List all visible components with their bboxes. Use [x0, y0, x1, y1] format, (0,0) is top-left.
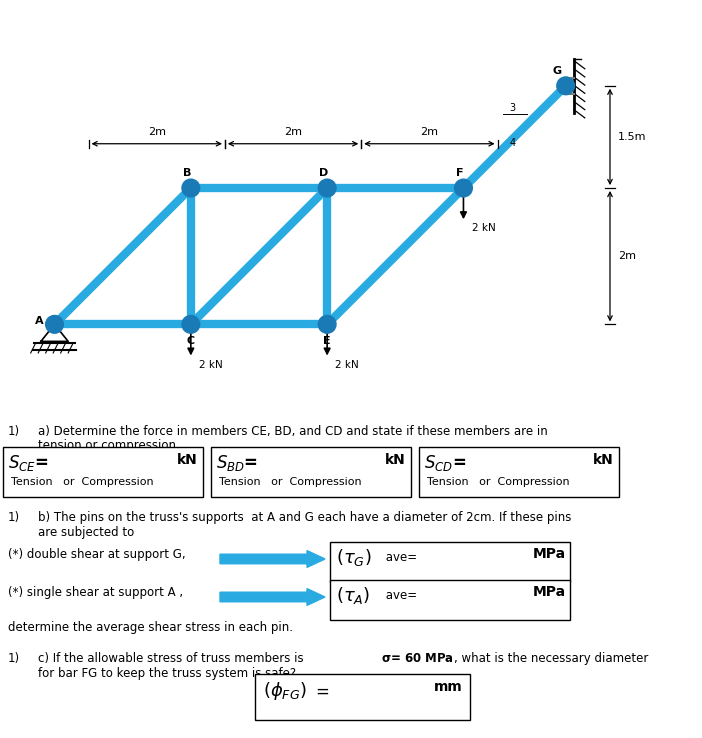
Text: (*) double shear at support G,: (*) double shear at support G,	[8, 548, 185, 562]
Text: MPa: MPa	[533, 585, 566, 599]
Text: for bar FG to keep the truss system is safe?: for bar FG to keep the truss system is s…	[38, 667, 296, 680]
Text: 4: 4	[510, 137, 516, 148]
Text: 2 kN: 2 kN	[336, 360, 359, 370]
Text: $S_{CD}$=: $S_{CD}$=	[424, 453, 466, 473]
Text: 1): 1)	[8, 652, 20, 665]
Text: 3: 3	[510, 103, 516, 113]
Text: =: =	[315, 683, 329, 701]
Circle shape	[46, 315, 63, 334]
FancyBboxPatch shape	[419, 447, 619, 497]
Text: mm: mm	[435, 680, 463, 694]
Text: A: A	[35, 316, 44, 326]
Text: 2m: 2m	[420, 127, 438, 137]
Text: $\mathbf{\sigma}$= 60 MPa: $\mathbf{\sigma}$= 60 MPa	[381, 652, 454, 665]
Text: $(\tau_A)$: $(\tau_A)$	[336, 585, 371, 606]
Text: ave=: ave=	[382, 551, 417, 564]
Text: 2 kN: 2 kN	[472, 224, 496, 233]
Text: kN: kN	[385, 453, 406, 467]
FancyBboxPatch shape	[330, 542, 570, 582]
Text: , what is the necessary diameter: , what is the necessary diameter	[454, 652, 649, 665]
Text: MPa: MPa	[533, 547, 566, 561]
Circle shape	[455, 179, 472, 197]
Text: kN: kN	[177, 453, 198, 467]
Text: 2m: 2m	[147, 127, 166, 137]
Text: 2m: 2m	[618, 251, 636, 261]
Text: C: C	[187, 337, 195, 346]
Polygon shape	[220, 589, 325, 605]
Text: 1): 1)	[8, 511, 20, 524]
Circle shape	[318, 315, 336, 334]
Text: B: B	[183, 168, 192, 178]
FancyBboxPatch shape	[330, 580, 570, 620]
Text: (*) single shear at support A ,: (*) single shear at support A ,	[8, 587, 183, 599]
Text: b) The pins on the truss's supports  at A and G each have a diameter of 2cm. If : b) The pins on the truss's supports at A…	[38, 511, 571, 524]
Text: ave=: ave=	[382, 589, 417, 602]
Text: Tension   or  Compression: Tension or Compression	[219, 477, 362, 487]
Text: Tension   or  Compression: Tension or Compression	[11, 477, 154, 487]
Text: D: D	[319, 168, 329, 178]
FancyBboxPatch shape	[255, 674, 470, 720]
Text: Tension   or  Compression: Tension or Compression	[427, 477, 569, 487]
Circle shape	[182, 315, 199, 334]
Circle shape	[182, 179, 199, 197]
Text: 1): 1)	[8, 425, 20, 438]
Circle shape	[557, 77, 574, 94]
FancyBboxPatch shape	[211, 447, 411, 497]
Text: $S_{CE}$=: $S_{CE}$=	[8, 453, 48, 473]
Text: c) If the allowable stress of truss members is: c) If the allowable stress of truss memb…	[38, 652, 307, 665]
FancyBboxPatch shape	[3, 447, 203, 497]
Text: determine the average shear stress in each pin.: determine the average shear stress in ea…	[8, 621, 293, 634]
Polygon shape	[220, 551, 325, 568]
Text: E: E	[324, 337, 331, 346]
Text: kN: kN	[593, 453, 614, 467]
Text: G: G	[553, 66, 562, 76]
Text: 2m: 2m	[284, 127, 302, 137]
Text: 1.5m: 1.5m	[618, 132, 647, 142]
Text: 2 kN: 2 kN	[199, 360, 223, 370]
Text: $(\tau_G)$: $(\tau_G)$	[336, 547, 371, 568]
Text: are subjected to: are subjected to	[38, 526, 134, 539]
Text: tension or compression.: tension or compression.	[38, 439, 180, 452]
Text: $(\phi_{FG})$: $(\phi_{FG})$	[263, 680, 307, 702]
Circle shape	[318, 179, 336, 197]
Text: $S_{BD}$=: $S_{BD}$=	[216, 453, 258, 473]
Text: F: F	[456, 168, 464, 178]
Text: a) Determine the force in members CE, BD, and CD and state if these members are : a) Determine the force in members CE, BD…	[38, 425, 548, 438]
